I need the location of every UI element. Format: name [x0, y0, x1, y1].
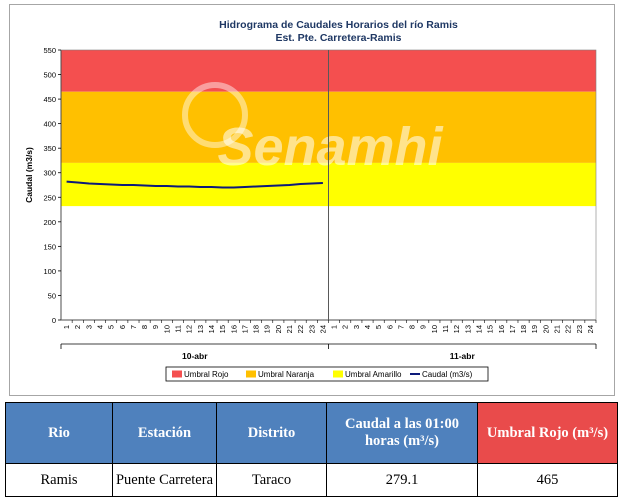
hydrograph-chart: Hidrograma de Caudales Horarios del río … — [24, 19, 597, 382]
y-tick-label: 300 — [43, 169, 56, 178]
x-tick-label: 13 — [463, 325, 472, 333]
x-tick-label: 5 — [374, 325, 383, 329]
x-tick-label: 13 — [196, 325, 205, 333]
cell-rio: Ramis — [5, 463, 113, 497]
x-tick-label: 1 — [62, 325, 71, 329]
legend-item-umbral-naranja-swatch — [246, 370, 256, 378]
legend-item-umbral-amarillo: Umbral Amarillo — [345, 370, 402, 379]
x-tick-label: 11 — [174, 325, 183, 333]
y-tick-label: 400 — [43, 120, 56, 129]
watermark-sun-icon — [182, 82, 248, 148]
x-tick-label: 8 — [408, 325, 417, 329]
x-tick-label: 22 — [564, 325, 573, 333]
caudal-series-line — [66, 180, 323, 189]
x-tick-label: 15 — [486, 325, 495, 333]
x-tick-label: 7 — [129, 325, 138, 329]
legend-item-umbral-rojo-swatch — [172, 370, 182, 378]
x-tick-label: 3 — [84, 325, 93, 329]
y-tick-label: 50 — [48, 291, 56, 300]
header-distrito: Distrito — [216, 401, 327, 465]
chart-title: Hidrograma de Caudales Horarios del río … — [219, 19, 458, 31]
header-caudal: Caudal a las 01:00 horas (m³/s) — [326, 401, 478, 465]
x-tick-label: 9 — [419, 325, 428, 329]
legend-item-umbral-rojo: Umbral Rojo — [184, 370, 229, 379]
x-tick-label: 22 — [296, 325, 305, 333]
y-tick-label: 550 — [43, 46, 56, 55]
x-tick-label: 4 — [96, 325, 105, 329]
legend-item-umbral-naranja: Umbral Naranja — [258, 370, 315, 379]
x-tick-label: 6 — [385, 325, 394, 329]
x-tick-label: 21 — [552, 325, 561, 333]
x-tick-label: 11 — [441, 325, 450, 333]
y-tick-label: 200 — [43, 218, 56, 227]
legend-item-caudal: Caudal (m3/s) — [422, 370, 473, 379]
y-axis-label: Caudal (m3/s) — [24, 147, 34, 203]
y-tick-label: 500 — [43, 71, 56, 80]
x-tick-label: 24 — [586, 325, 595, 333]
senamhi-watermark: Senamhi — [217, 117, 443, 177]
x-tick-label: 9 — [151, 325, 160, 329]
info-data-row: Ramis Puente Carretera Taraco 279.1 465 — [5, 463, 618, 497]
cell-caudal: 279.1 — [326, 463, 478, 497]
x-tick-label: 17 — [240, 325, 249, 333]
x-tick-label: 12 — [185, 325, 194, 333]
x-tick-label: 2 — [73, 325, 82, 329]
x-tick-label: 15 — [218, 325, 227, 333]
x-tick-label: 19 — [530, 325, 539, 333]
header-rio: Rio — [5, 401, 113, 465]
x-tick-label: 20 — [274, 325, 283, 333]
day-label: 10-abr — [182, 351, 208, 361]
header-estacion: Estación — [112, 401, 217, 465]
x-tick-label: 3 — [352, 325, 361, 329]
y-tick-label: 450 — [43, 95, 56, 104]
x-tick-label: 18 — [252, 325, 261, 333]
info-table: Rio Estación Distrito Caudal a las 01:00… — [5, 401, 618, 497]
x-tick-label: 14 — [207, 325, 216, 333]
cell-distrito: Taraco — [216, 463, 327, 497]
x-tick-label: 14 — [474, 325, 483, 333]
y-tick-label: 0 — [52, 316, 56, 325]
legend: Umbral Rojo Umbral Naranja Umbral Amarillo… — [165, 366, 489, 382]
day-label: 11-abr — [450, 351, 476, 361]
x-tick-label: 5 — [107, 325, 116, 329]
x-tick-label: 23 — [575, 325, 584, 333]
y-tick-label: 350 — [43, 144, 56, 153]
x-tick-label: 10 — [430, 325, 439, 333]
x-tick-label: 24 — [318, 325, 327, 333]
x-tick-label: 23 — [307, 325, 316, 333]
x-tick-label: 17 — [508, 325, 517, 333]
header-umbral-rojo: Umbral Rojo (m³/s) — [477, 401, 618, 465]
x-tick-label: 21 — [285, 325, 294, 333]
x-tick-label: 18 — [519, 325, 528, 333]
x-tick-label: 19 — [263, 325, 272, 333]
x-tick-label: 7 — [396, 325, 405, 329]
x-tick-label: 8 — [140, 325, 149, 329]
x-tick-label: 10 — [162, 325, 171, 333]
legend-item-umbral-amarillo-swatch — [333, 370, 343, 378]
x-tick-label: 4 — [363, 325, 372, 329]
chart-subtitle: Est. Pte. Carretera-Ramis — [275, 32, 401, 44]
cell-estacion: Puente Carretera — [112, 463, 217, 497]
x-tick-label: 16 — [229, 325, 238, 333]
chart-frame: Hidrograma de Caudales Horarios del río … — [9, 4, 615, 396]
x-tick-label: 20 — [541, 325, 550, 333]
x-tick-label: 1 — [330, 325, 339, 329]
y-tick-label: 100 — [43, 267, 56, 276]
x-tick-label: 16 — [497, 325, 506, 333]
x-tick-label: 2 — [341, 325, 350, 329]
cell-umbral-rojo: 465 — [477, 463, 618, 497]
x-tick-label: 12 — [452, 325, 461, 333]
y-tick-label: 250 — [43, 193, 56, 202]
info-header-row: Rio Estación Distrito Caudal a las 01:00… — [5, 401, 618, 465]
x-tick-label: 6 — [118, 325, 127, 329]
y-tick-label: 150 — [43, 242, 56, 251]
